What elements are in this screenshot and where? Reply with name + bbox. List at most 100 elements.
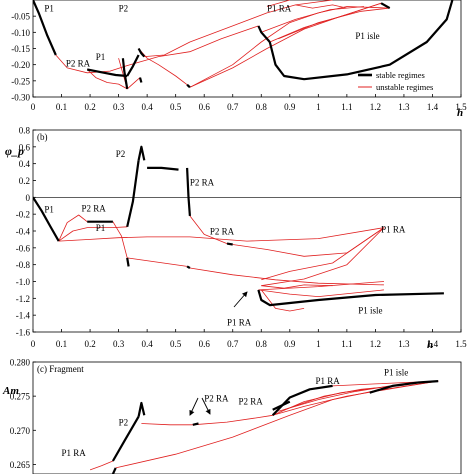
x-tick-label: 1.5 bbox=[455, 339, 467, 349]
panel-a: -0.05 -0.10 -0.15 -0.20 -0.25 -0.300 0.1 0.2 0.3… bbox=[11, 0, 467, 119]
stable-branch bbox=[186, 83, 191, 89]
x-axis-label: h bbox=[457, 107, 463, 119]
y-tick-label: -0.25 bbox=[11, 76, 30, 86]
unstable-branch bbox=[261, 284, 333, 289]
unstable-branch bbox=[283, 384, 404, 411]
annotation-label: P1 RA bbox=[267, 3, 292, 13]
annotation-label: P2 RA bbox=[190, 178, 215, 188]
stable-branch bbox=[126, 54, 140, 77]
annotation-label: P2 bbox=[119, 418, 129, 428]
x-tick-label: 0.7 bbox=[227, 339, 239, 349]
x-tick-label: 0.6 bbox=[199, 339, 211, 349]
x-tick-label: 1.3 bbox=[398, 102, 410, 112]
stable-branch bbox=[86, 68, 128, 78]
annotation-label: P1 bbox=[44, 3, 54, 13]
x-tick-label: 0.3 bbox=[113, 339, 125, 349]
x-tick-label: 0.4 bbox=[142, 102, 154, 112]
y-tick-label: -0.10 bbox=[11, 28, 30, 38]
x-tick-label: 1.2 bbox=[370, 339, 381, 349]
stable-branch bbox=[369, 380, 439, 394]
annotation-label: P2 bbox=[116, 149, 126, 159]
x-tick-label: 0 bbox=[31, 102, 36, 112]
unstable-branch bbox=[58, 226, 128, 242]
y-tick-label: 0.275 bbox=[10, 392, 31, 402]
panel-tag: (c) Fragment bbox=[37, 364, 84, 374]
x-tick-label: 0.5 bbox=[170, 102, 182, 112]
stable-branch bbox=[380, 2, 391, 10]
panel-b: 0.8 0.6 0.4 0.2 0 -0.2 -0.4 -0.6 -0.8 -1.0 -1.2 -1.… bbox=[5, 126, 467, 352]
annotation-label: P2 bbox=[119, 3, 129, 13]
unstable-branch bbox=[112, 221, 188, 267]
stable-branch bbox=[186, 265, 191, 269]
unstable-branch bbox=[272, 380, 439, 416]
annotation-label: P1 RA bbox=[62, 448, 87, 458]
y-tick-label: 0.2 bbox=[19, 176, 30, 186]
unstable-branch bbox=[189, 267, 385, 286]
stable-branch bbox=[111, 416, 140, 462]
y-tick-label: -1.6 bbox=[16, 328, 31, 338]
unstable-branch bbox=[261, 227, 385, 287]
x-tick-label: 1.4 bbox=[427, 339, 439, 349]
x-tick-label: 1 bbox=[316, 102, 321, 112]
unstable-branch bbox=[58, 227, 385, 242]
stable-branch bbox=[33, 0, 57, 56]
y-axis-label: φ_p bbox=[5, 144, 24, 158]
y-tick-label: -0.20 bbox=[11, 60, 30, 70]
x-tick-label: 0.6 bbox=[199, 102, 211, 112]
annotation-label: P2 RA bbox=[238, 396, 263, 406]
x-tick-label: 1.5 bbox=[455, 102, 467, 112]
unstable-branch bbox=[260, 289, 305, 312]
stable-branch bbox=[121, 58, 129, 90]
x-tick-label: 1.1 bbox=[341, 339, 352, 349]
unstable-branch bbox=[278, 385, 390, 412]
stable-branch bbox=[186, 167, 191, 216]
stable-branch bbox=[272, 400, 291, 411]
y-tick-label: -0.2 bbox=[16, 210, 30, 220]
annotation-label: P1 bbox=[96, 52, 106, 62]
x-tick-label: 0.4 bbox=[142, 339, 154, 349]
annotation-label: P1 isle bbox=[384, 368, 408, 378]
y-tick-label: 0.6 bbox=[19, 142, 31, 152]
x-axis-label: h bbox=[427, 339, 433, 351]
unstable-branch bbox=[258, 281, 385, 291]
annotation-label: P1 RA bbox=[381, 225, 406, 235]
stable-branch bbox=[138, 77, 143, 83]
legend-label: unstable regimes bbox=[376, 82, 433, 92]
unstable-branch bbox=[266, 0, 290, 7]
y-tick-label: 0 bbox=[26, 193, 31, 203]
x-tick-label: 0 bbox=[31, 339, 36, 349]
y-tick-label: 0.280 bbox=[10, 358, 31, 368]
y-tick-label: -0.8 bbox=[16, 260, 31, 270]
unstable-branch bbox=[232, 227, 385, 257]
stable-branch bbox=[33, 196, 60, 242]
annotation-label: P2 RA bbox=[82, 204, 107, 214]
stable-branch bbox=[137, 401, 146, 417]
y-tick-label: -0.05 bbox=[11, 12, 30, 22]
y-axis-label: Am bbox=[2, 385, 19, 397]
annotation-label: P2 RA bbox=[204, 394, 229, 404]
unstable-branch bbox=[189, 2, 382, 88]
unstable-branch bbox=[55, 25, 259, 74]
x-tick-label: 1.1 bbox=[341, 102, 352, 112]
y-tick-label: -0.4 bbox=[16, 227, 31, 237]
annotation-label: P1 bbox=[96, 223, 106, 233]
stable-branch bbox=[126, 257, 130, 267]
x-tick-label: 0.1 bbox=[56, 339, 67, 349]
unstable-branch bbox=[189, 215, 228, 244]
legend-label: stable regimes bbox=[376, 70, 425, 80]
y-tick-label: 0.4 bbox=[19, 159, 31, 169]
stable-branch bbox=[137, 47, 146, 58]
annotation-label: P1 isle bbox=[358, 305, 382, 315]
x-tick-label: 0.7 bbox=[227, 102, 239, 112]
y-tick-label: -0.6 bbox=[16, 243, 31, 253]
unstable-branch bbox=[189, 6, 390, 88]
stable-branch bbox=[126, 160, 140, 228]
annotation-arrow bbox=[201, 397, 211, 415]
stable-branch bbox=[268, 0, 454, 81]
x-tick-label: 0.8 bbox=[256, 102, 268, 112]
stable-branch bbox=[147, 166, 179, 171]
y-tick-label: -1.2 bbox=[16, 294, 30, 304]
panel-c: 0.280 0.275 0.270 0.265 (c) Fragment Am P2 P2 R… bbox=[2, 358, 462, 474]
annotation-arrow bbox=[189, 397, 199, 416]
